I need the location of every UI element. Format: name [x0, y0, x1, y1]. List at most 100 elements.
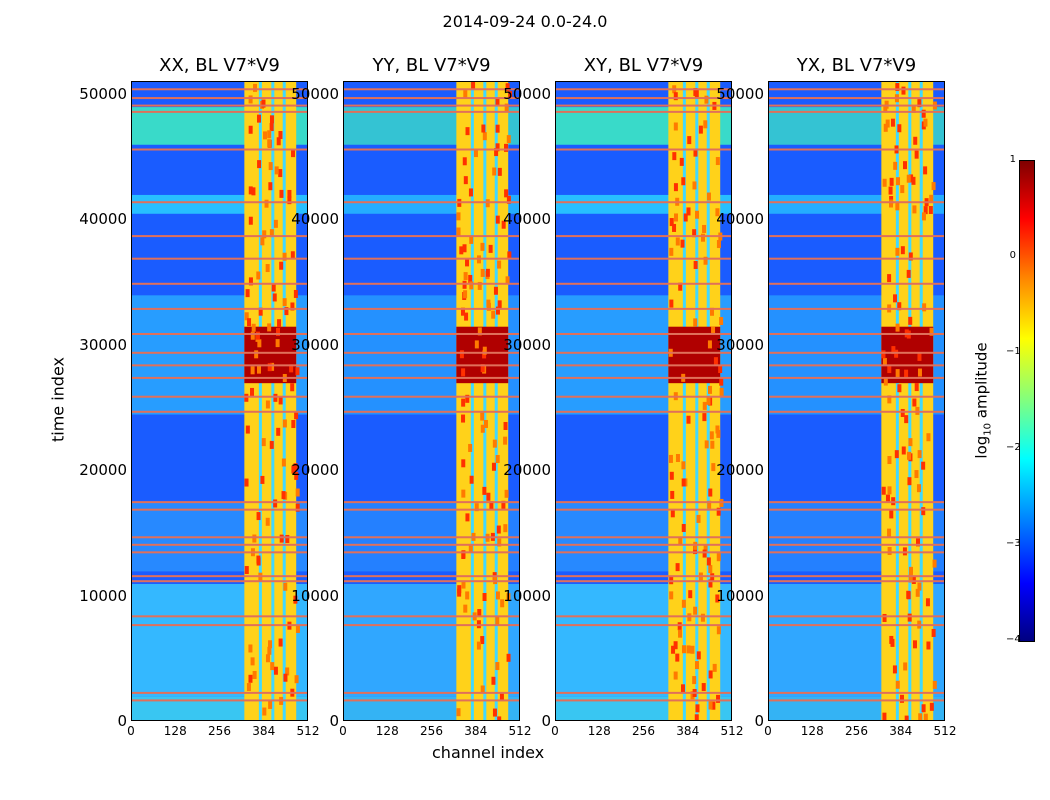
heatmap-svg-yy: [344, 82, 519, 720]
rfi-speckle: [468, 544, 473, 553]
rfi-speckle: [678, 629, 683, 638]
rfi-speckle: [918, 713, 923, 720]
rfi-speckle: [248, 216, 253, 225]
rfi-speckle: [293, 289, 298, 298]
rfi-speckle: [500, 599, 505, 608]
rfi-speckle: [493, 286, 498, 295]
rfi-speckle: [890, 118, 895, 127]
y-tick-label: 40000: [503, 210, 551, 229]
rfi-speckle: [261, 99, 266, 108]
rfi-speckle: [681, 645, 686, 654]
x-tick-label: 512: [720, 724, 744, 738]
rfi-speckle: [482, 486, 487, 495]
y-tick-label: 10000: [291, 586, 339, 605]
flagged-row-line: [132, 282, 307, 285]
rfi-speckle: [495, 215, 500, 224]
rfi-speckle: [670, 509, 675, 518]
rfi-speckle: [279, 189, 284, 198]
figure-title: 2014-09-24 0.0-24.0: [442, 12, 608, 31]
colorbar: [1019, 160, 1035, 642]
x-tick-label: 128: [800, 724, 824, 738]
rfi-speckle: [482, 132, 487, 141]
rfi-speckle: [670, 490, 675, 499]
flagged-row-line: [132, 104, 307, 107]
rfi-speckle: [506, 195, 511, 204]
panel-title-yy: YY, BL V7*V9: [372, 55, 491, 76]
rfi-speckle: [257, 160, 262, 169]
flagged-row-line: [556, 257, 731, 260]
rfi-speckle: [885, 494, 890, 503]
rfi-speckle: [457, 588, 462, 597]
rfi-speckle: [465, 127, 470, 136]
flagged-row-line: [344, 364, 519, 367]
rfi-speckle: [248, 674, 253, 683]
rfi-speckle: [469, 281, 474, 290]
flagged-row-line: [556, 508, 731, 511]
rfi-speckle: [461, 414, 466, 423]
flagged-row-line: [132, 395, 307, 398]
flagged-row-line: [132, 97, 307, 100]
rfi-speckle: [273, 219, 278, 228]
rfi-speckle: [507, 251, 512, 260]
rfi-speckle: [485, 199, 490, 208]
rfi-speckle: [270, 662, 275, 671]
rfi-speckle: [504, 489, 509, 498]
rfi-speckle: [291, 465, 296, 474]
flagged-row-line: [344, 536, 519, 539]
rfi-speckle: [907, 451, 912, 460]
y-tick-label: 0: [754, 712, 764, 730]
rfi-speckle: [710, 307, 715, 316]
rfi-speckle: [917, 450, 922, 459]
rfi-speckle: [275, 327, 280, 336]
rfi-speckle: [668, 454, 673, 463]
flagged-row-line: [769, 351, 944, 354]
rfi-speckle: [462, 280, 467, 289]
flagged-row-line: [132, 536, 307, 539]
rfi-speckle: [265, 264, 270, 273]
x-tick-label: 0: [764, 724, 772, 738]
rfi-speckle: [693, 87, 698, 96]
rfi-speckle: [295, 503, 300, 512]
rfi-speckle: [294, 675, 299, 684]
panel-xx: XX, BL V7*V9: [131, 55, 308, 721]
rfi-speckle: [274, 166, 279, 175]
rfi-speckle: [889, 510, 894, 519]
rfi-speckle: [492, 708, 497, 717]
rfi-speckle: [492, 167, 497, 176]
rfi-speckle: [900, 246, 905, 255]
rfi-speckle: [277, 319, 282, 328]
heatmap-svg-xx: [132, 82, 307, 720]
rfi-speckle: [480, 364, 485, 373]
rfi-speckle: [295, 624, 300, 633]
rfi-speckle: [504, 143, 509, 152]
colorbar-label-text: amplitude: [972, 342, 991, 423]
rfi-speckle: [294, 411, 299, 420]
rfi-speckle: [279, 534, 284, 543]
rfi-speckle: [882, 712, 887, 720]
rfi-speckle: [248, 644, 253, 653]
rfi-speckle: [254, 350, 259, 359]
colorbar-label-base: 10: [982, 422, 994, 436]
rfi-speckle: [903, 662, 908, 671]
x-tick-label: 0: [551, 724, 559, 738]
rfi-speckle: [711, 326, 716, 335]
flagged-row-line: [556, 110, 731, 113]
rfi-speckle: [485, 268, 490, 277]
flagged-row-line: [132, 410, 307, 413]
flagged-row-line: [344, 332, 519, 335]
flagged-row-line: [556, 88, 731, 91]
rfi-speckle: [256, 555, 261, 564]
rfi-speckle: [287, 189, 292, 198]
rfi-speckle: [904, 415, 909, 424]
colorbar-tick-label: 0: [1009, 250, 1016, 261]
rfi-speckle: [716, 694, 721, 703]
rfi-speckle: [268, 640, 273, 649]
rfi-speckle: [496, 525, 501, 534]
rfi-speckle: [909, 174, 914, 183]
rfi-speckle: [252, 534, 257, 543]
rfi-speckle: [480, 636, 485, 645]
rfi-speckle: [468, 443, 473, 452]
flagged-row-line: [344, 104, 519, 107]
rfi-speckle: [695, 704, 700, 713]
flagged-row-line: [769, 110, 944, 113]
